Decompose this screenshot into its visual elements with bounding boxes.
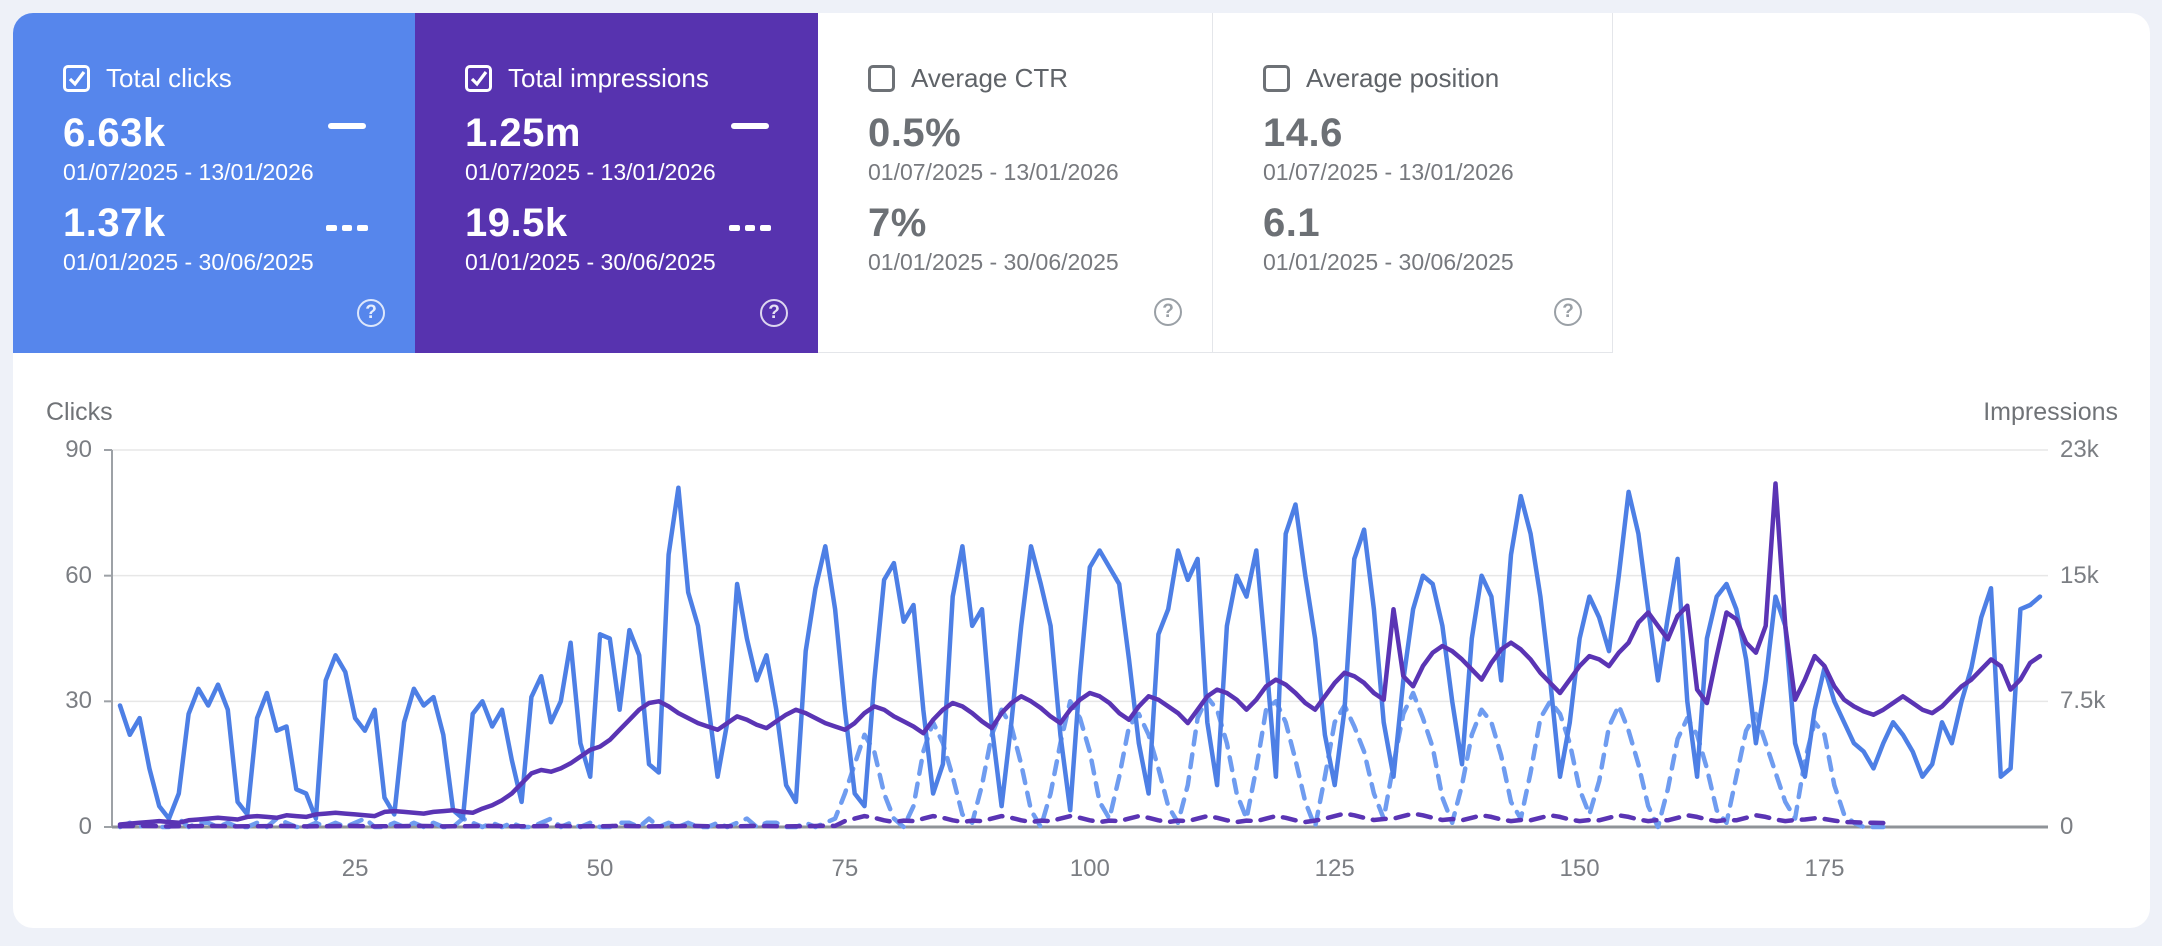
current-value: 6.63k — [63, 111, 166, 155]
x-axis-tick-label: 50 — [586, 855, 614, 882]
left-axis-tick-label: 60 — [65, 561, 92, 589]
current-range: 01/07/2025 - 13/01/2026 — [1263, 159, 1514, 185]
help-icon[interactable] — [357, 299, 385, 327]
left-axis-tick-label: 30 — [65, 687, 92, 715]
total-clicks-checkbox[interactable] — [63, 64, 90, 92]
metric-card-label: Total clicks — [106, 62, 232, 93]
solid-line-marker-icon — [731, 123, 769, 129]
check-icon — [470, 71, 487, 87]
x-axis-tick-label: 150 — [1559, 855, 1600, 882]
previous-value: 6.1 — [1263, 201, 1321, 245]
performance-panel: Total clicks 6.63k 01/07/2025 - 13/01/20… — [13, 13, 2150, 928]
previous-range: 01/01/2025 - 30/06/2025 — [1263, 249, 1514, 275]
current-range: 01/07/2025 - 13/01/2026 — [465, 159, 716, 185]
check-icon — [68, 71, 85, 87]
help-icon[interactable] — [1154, 298, 1182, 326]
current-value: 14.6 — [1263, 111, 1343, 155]
average-ctr-checkbox[interactable] — [868, 64, 895, 92]
metric-card-header: Average CTR — [868, 63, 1212, 93]
x-axis-tick-label: 25 — [341, 855, 369, 882]
metric-card-header: Total impressions — [465, 63, 818, 93]
metric-card-header: Average position — [1263, 63, 1612, 93]
previous-range: 01/01/2025 - 30/06/2025 — [465, 249, 716, 275]
metric-card-label: Total impressions — [508, 62, 709, 93]
average-position-checkbox[interactable] — [1263, 64, 1290, 92]
right-axis-tick-label: 15k — [2060, 561, 2099, 589]
current-range: 01/07/2025 - 13/01/2026 — [63, 159, 314, 185]
metric-card-average-position[interactable]: Average position 14.6 01/07/2025 - 13/01… — [1213, 13, 1613, 353]
metric-card-average-ctr[interactable]: Average CTR 0.5% 01/07/2025 - 13/01/2026… — [818, 13, 1213, 353]
x-axis-tick-label: 75 — [831, 855, 859, 882]
x-axis-tick-label: 125 — [1314, 855, 1355, 882]
previous-value: 1.37k — [63, 201, 166, 245]
previous-value: 19.5k — [465, 201, 568, 245]
current-range: 01/07/2025 - 13/01/2026 — [868, 159, 1119, 185]
right-axis-tick-label: 7.5k — [2060, 687, 2106, 715]
solid-line-marker-icon — [328, 123, 366, 129]
left-axis-tick-label: 0 — [78, 813, 92, 840]
right-axis-tick-label: 23k — [2060, 436, 2099, 463]
dashed-line-marker-icon — [326, 225, 369, 231]
previous-range: 01/01/2025 - 30/06/2025 — [63, 249, 314, 275]
current-value: 1.25m — [465, 111, 581, 155]
metric-card-label: Average position — [1306, 62, 1500, 93]
previous-range: 01/01/2025 - 30/06/2025 — [868, 249, 1119, 275]
left-axis-tick-label: 90 — [65, 436, 92, 463]
metric-card-total-clicks[interactable]: Total clicks 6.63k 01/07/2025 - 13/01/20… — [13, 13, 415, 353]
total-impressions-checkbox[interactable] — [465, 64, 492, 92]
right-axis-title: Impressions — [1983, 398, 2118, 426]
metric-card-header: Total clicks — [63, 63, 415, 93]
left-axis-title: Clicks — [46, 398, 113, 426]
help-icon[interactable] — [1554, 298, 1582, 326]
help-icon[interactable] — [760, 299, 788, 327]
previous-value: 7% — [868, 201, 927, 245]
current-value: 0.5% — [868, 111, 962, 155]
metric-card-total-impressions[interactable]: Total impressions 1.25m 01/07/2025 - 13/… — [415, 13, 818, 353]
right-axis-tick-label: 0 — [2060, 813, 2074, 840]
x-axis-tick-label: 100 — [1069, 855, 1110, 882]
x-axis-tick-label: 175 — [1804, 855, 1845, 882]
metric-card-label: Average CTR — [911, 62, 1069, 93]
dashed-line-marker-icon — [729, 225, 772, 231]
